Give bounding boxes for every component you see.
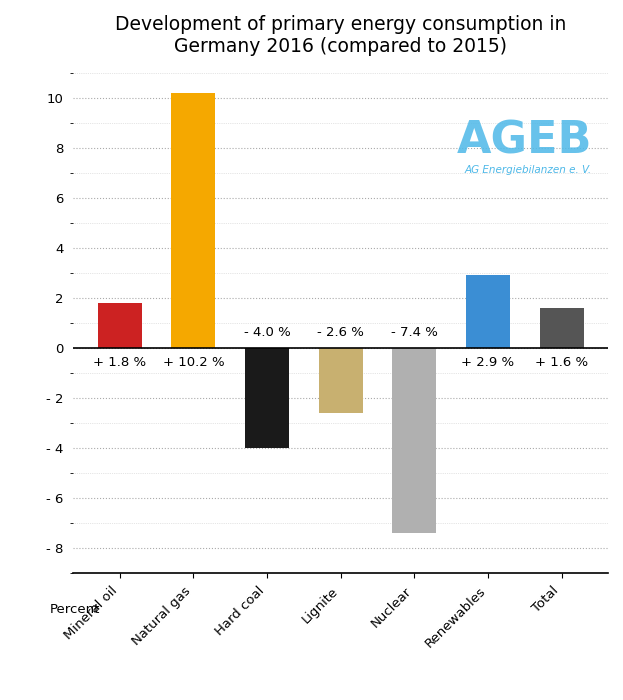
Bar xyxy=(466,275,510,348)
Text: + 1.6 %: + 1.6 % xyxy=(535,356,588,370)
Bar xyxy=(171,93,216,348)
Text: Percent: Percent xyxy=(50,603,100,617)
Bar xyxy=(245,348,289,447)
Text: + 10.2 %: + 10.2 % xyxy=(163,356,224,370)
Text: AG Energiebilanzen e. V.: AG Energiebilanzen e. V. xyxy=(465,165,592,175)
Bar xyxy=(540,308,584,348)
Text: - 2.6 %: - 2.6 % xyxy=(317,326,364,339)
Bar xyxy=(318,348,363,412)
Bar xyxy=(392,348,437,533)
Text: + 1.8 %: + 1.8 % xyxy=(93,356,146,370)
Title: Development of primary energy consumption in
Germany 2016 (compared to 2015): Development of primary energy consumptio… xyxy=(115,15,566,56)
Text: - 4.0 %: - 4.0 % xyxy=(244,326,290,339)
Text: + 2.9 %: + 2.9 % xyxy=(462,356,515,370)
Text: - 7.4 %: - 7.4 % xyxy=(391,326,438,339)
Text: AGEB: AGEB xyxy=(457,120,592,163)
Bar xyxy=(98,302,142,348)
